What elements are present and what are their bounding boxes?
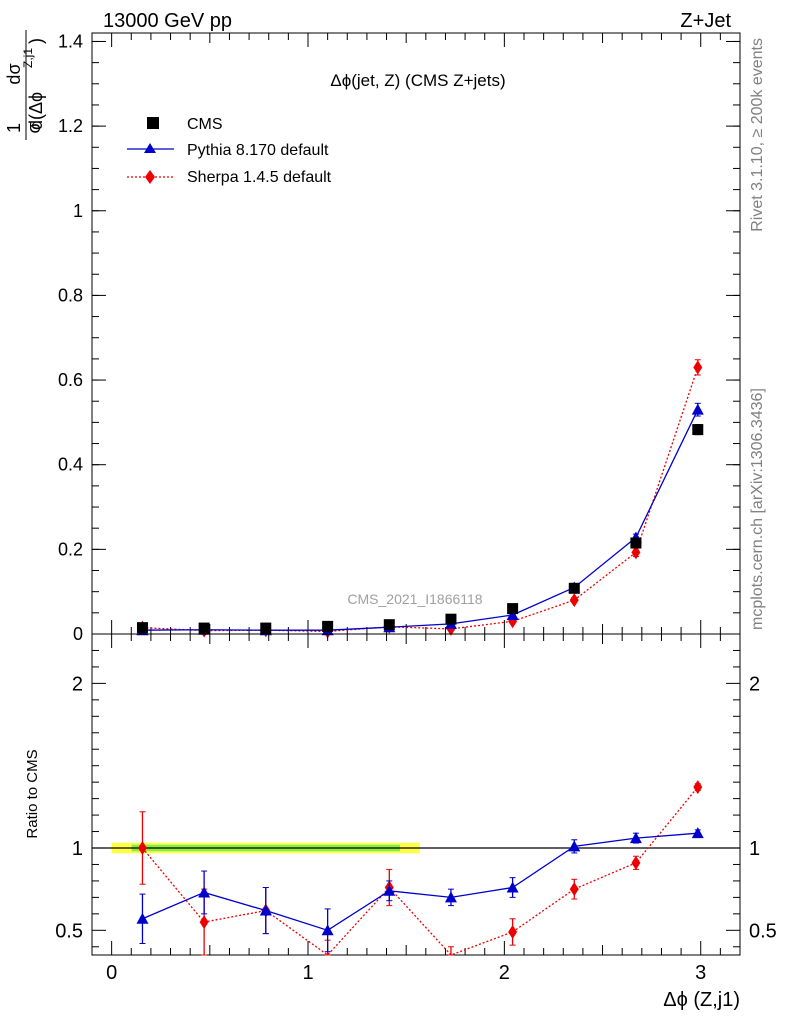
main-cms-point (136, 622, 148, 634)
main-data-marks (136, 359, 704, 639)
mcplots-label: mcplots.cern.ch [arXiv:1306.3436] (749, 388, 766, 630)
main-cms-point (322, 620, 334, 632)
main-cms-point (692, 424, 704, 436)
process-label: Z+Jet (680, 10, 731, 32)
ratio-y-axis-label: Ratio to CMS (24, 749, 41, 838)
ratio-xtick-label: 1 (302, 962, 313, 984)
ratio-axis-ticks: 0.5 0.5 1 1 2 2 0 1 2 3 (55, 634, 777, 984)
main-cms-point (383, 619, 395, 631)
main-cms-point (260, 622, 272, 634)
ratio-xtick-label: 3 (695, 962, 706, 984)
legend-sherpa-marker (145, 170, 155, 184)
ratio-pythia-point (321, 924, 334, 936)
main-ytick-label: 0.4 (58, 455, 83, 475)
main-ytick-label: 1 (73, 201, 83, 221)
ratio-pythia-point (506, 881, 519, 893)
main-ytick-label: 0 (73, 624, 83, 644)
energy-label: 13000 GeV pp (103, 10, 232, 32)
ratio-sherpa-point (569, 882, 579, 897)
ylabel-num: dσ (4, 63, 24, 84)
main-axis-ticks: 0 0.2 0.4 0.6 0.8 1 1.2 1.4 (58, 31, 740, 644)
main-ytick-label: 0.2 (58, 539, 83, 559)
ratio-sherpa-point (137, 841, 147, 855)
main-ytick-label: 1.4 (58, 31, 83, 51)
ylabel-frac-num: 1 (4, 123, 24, 133)
ratio-sherpa-point (693, 780, 703, 795)
analysis-id-label: CMS_2021_I1866118 (347, 591, 482, 607)
ratio-ytick-label-right: 2 (749, 673, 760, 695)
main-sherpa-point (631, 545, 641, 560)
main-sherpa-point (693, 360, 703, 375)
ratio-ytick-label-left: 0.5 (55, 920, 83, 942)
main-ytick-label: 0.6 (58, 370, 83, 390)
ratio-frame (91, 633, 741, 956)
main-pythia-point (506, 608, 519, 620)
main-y-axis-label: 1 σ dσ d(Δϕ Z,j1 ) (4, 30, 46, 140)
main-cms-point (568, 582, 580, 594)
main-sherpa-point (569, 593, 579, 608)
ratio-pythia-point (383, 884, 396, 896)
main-pythia-point (691, 403, 704, 415)
ratio-ytick-label-left: 1 (72, 838, 83, 860)
main-ytick-label: 0.8 (58, 285, 83, 305)
ylabel-den: d(Δϕ (26, 92, 46, 130)
ratio-ytick-label-right: 1 (749, 838, 760, 860)
ratio-panel: 0.5 0.5 1 1 2 2 0 1 2 3 Ratio to CMS Δϕ (Z,j1) (24, 633, 777, 1011)
ratio-xtick-label: 2 (499, 962, 510, 984)
legend-pythia-label: Pythia 8.170 default (187, 142, 329, 159)
legend: CMS Pythia 8.170 default Sherpa 1.4.5 de… (127, 116, 332, 186)
main-cms-point (507, 603, 519, 615)
main-ytick-label: 1.2 (58, 116, 83, 136)
ratio-pythia-point (198, 886, 211, 898)
main-plot-title: Δϕ(jet, Z) (CMS Z+jets) (330, 71, 505, 90)
ratio-sherpa-point (508, 924, 518, 939)
ylabel-frac-den: σ (24, 122, 44, 133)
legend-sherpa-label: Sherpa 1.4.5 default (187, 169, 332, 186)
ratio-ytick-label-right: 0.5 (749, 920, 777, 942)
main-panel: 0 0.2 0.4 0.6 0.8 1 1.2 1.4 Δϕ(jet, Z) (CMS Z+j… (4, 30, 741, 644)
ratio-pythia-point (629, 832, 642, 844)
ratio-ytick-label-left: 2 (72, 673, 83, 695)
ratio-sherpa-line (141, 786, 699, 956)
main-cms-point (630, 537, 642, 549)
main-cms-point (198, 622, 210, 634)
ratio-pythia-line (142, 832, 698, 932)
ylabel-close: ) (26, 38, 46, 44)
ratio-sherpa-point (631, 855, 641, 870)
ratio-pythia-point (136, 912, 149, 924)
ylabel-sup: Z,j1 (21, 48, 35, 68)
ratio-pythia-point (691, 827, 704, 839)
ratio-xtick-label: 0 (106, 962, 117, 984)
legend-cms-marker (147, 117, 159, 129)
main-cms-point (445, 613, 457, 625)
ratio-pythia-point (568, 840, 581, 852)
ratio-pythia-point (444, 891, 457, 903)
main-pythia-line (142, 409, 699, 631)
x-axis-label: Δϕ (Z,j1) (663, 989, 740, 1011)
ratio-sherpa-point (199, 915, 209, 930)
ratio-uncertainty-band (92, 842, 740, 854)
legend-cms-label: CMS (187, 116, 223, 133)
ratio-data-marks (136, 780, 704, 956)
ratio-pythia-point (259, 904, 272, 916)
legend-pythia-marker (144, 143, 156, 153)
rivet-version-label: Rivet 3.1.10, ≥ 200k events (749, 38, 766, 232)
